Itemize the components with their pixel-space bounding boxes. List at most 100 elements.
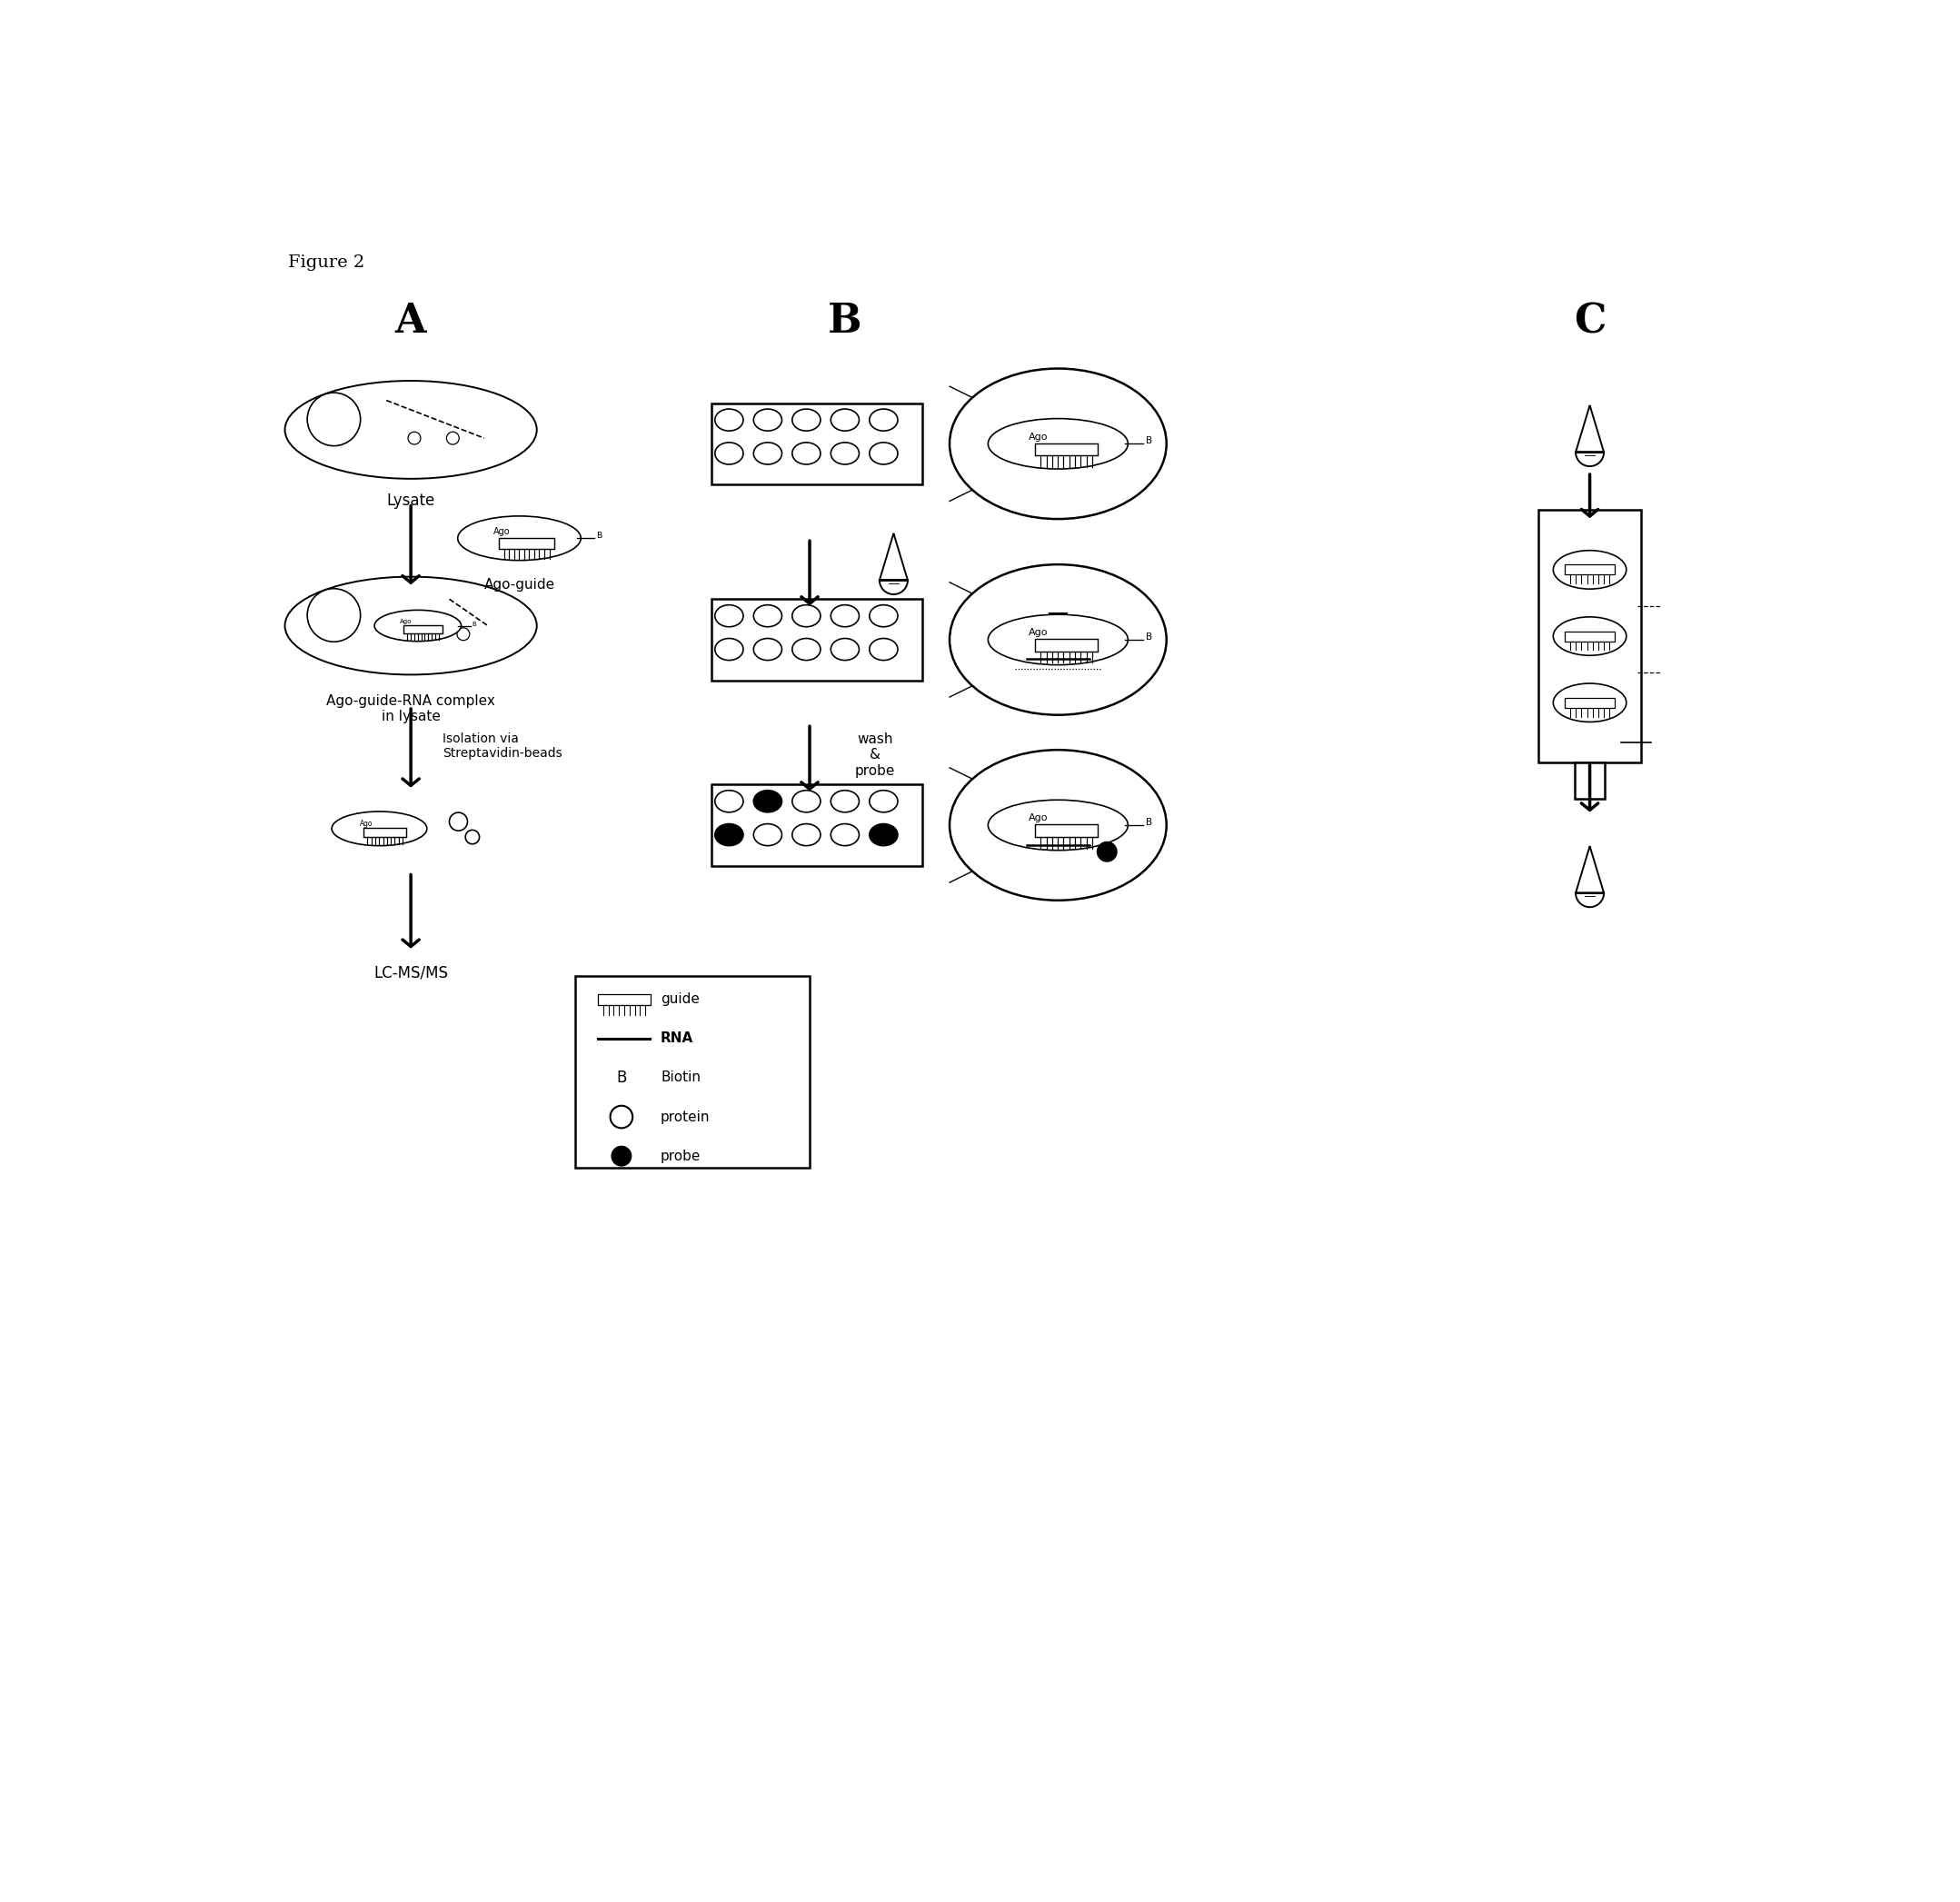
Ellipse shape	[870, 443, 898, 464]
Text: LC-MS/MS: LC-MS/MS	[374, 964, 449, 981]
Text: probe: probe	[661, 1149, 702, 1162]
Ellipse shape	[1552, 616, 1627, 656]
Ellipse shape	[792, 605, 821, 628]
Ellipse shape	[715, 409, 743, 432]
Ellipse shape	[753, 791, 782, 812]
Text: B: B	[615, 1069, 627, 1086]
Polygon shape	[1576, 846, 1603, 907]
Bar	[1564, 565, 1615, 574]
Bar	[365, 827, 406, 837]
Bar	[711, 403, 923, 485]
Text: B: B	[827, 302, 862, 340]
Ellipse shape	[753, 639, 782, 660]
Ellipse shape	[988, 801, 1129, 850]
Ellipse shape	[792, 443, 821, 464]
Bar	[711, 599, 923, 681]
Ellipse shape	[792, 824, 821, 846]
Text: C: C	[1574, 302, 1605, 340]
Ellipse shape	[949, 369, 1166, 519]
Ellipse shape	[284, 380, 537, 479]
Ellipse shape	[715, 791, 743, 812]
Ellipse shape	[715, 639, 743, 660]
Ellipse shape	[753, 409, 782, 432]
Bar	[1574, 763, 1605, 799]
Text: Ago: Ago	[359, 820, 372, 827]
Ellipse shape	[870, 791, 898, 812]
Text: RNA: RNA	[661, 1031, 694, 1046]
Text: Ago-guide-RNA complex
in lysate: Ago-guide-RNA complex in lysate	[327, 694, 496, 723]
Text: Ago: Ago	[1029, 628, 1049, 637]
Ellipse shape	[792, 409, 821, 432]
Ellipse shape	[831, 443, 858, 464]
Ellipse shape	[831, 409, 858, 432]
Bar	[574, 976, 809, 1168]
Text: Ago: Ago	[1029, 432, 1049, 441]
Ellipse shape	[374, 611, 461, 641]
Ellipse shape	[988, 614, 1129, 666]
Bar	[1035, 443, 1098, 456]
Circle shape	[610, 1105, 633, 1128]
Polygon shape	[880, 533, 907, 593]
Ellipse shape	[870, 409, 898, 432]
Circle shape	[449, 812, 468, 831]
Circle shape	[1098, 843, 1117, 862]
Ellipse shape	[284, 576, 537, 675]
Ellipse shape	[949, 565, 1166, 715]
Text: B: B	[596, 533, 602, 540]
Ellipse shape	[831, 791, 858, 812]
Bar	[711, 784, 923, 865]
Ellipse shape	[792, 791, 821, 812]
Ellipse shape	[753, 824, 782, 846]
Ellipse shape	[1552, 683, 1627, 723]
Ellipse shape	[870, 605, 898, 628]
Text: Ago-guide: Ago-guide	[484, 578, 555, 592]
Ellipse shape	[753, 605, 782, 628]
Ellipse shape	[870, 824, 898, 846]
Text: B: B	[472, 622, 476, 626]
Text: Lysate: Lysate	[386, 493, 435, 510]
Polygon shape	[1576, 405, 1603, 466]
Bar	[598, 993, 651, 1004]
Ellipse shape	[870, 639, 898, 660]
Ellipse shape	[1552, 550, 1627, 590]
Circle shape	[447, 432, 459, 445]
Ellipse shape	[715, 443, 743, 464]
Text: Isolation via
Streptavidin-beads: Isolation via Streptavidin-beads	[443, 732, 563, 759]
Ellipse shape	[949, 749, 1166, 900]
Bar	[1035, 639, 1098, 652]
Text: Ago: Ago	[400, 618, 412, 624]
Ellipse shape	[831, 824, 858, 846]
Circle shape	[457, 628, 470, 641]
Text: guide: guide	[661, 993, 700, 1006]
Ellipse shape	[988, 418, 1129, 470]
Text: Ago: Ago	[494, 527, 510, 536]
Text: Biotin: Biotin	[661, 1071, 700, 1084]
Bar	[1035, 824, 1098, 837]
Circle shape	[408, 432, 421, 445]
Ellipse shape	[753, 443, 782, 464]
Ellipse shape	[331, 812, 427, 846]
Bar	[404, 626, 443, 633]
Ellipse shape	[715, 824, 743, 846]
Text: Figure 2: Figure 2	[288, 255, 365, 272]
Bar	[1539, 510, 1641, 763]
Text: Ago: Ago	[1029, 814, 1049, 824]
Ellipse shape	[831, 639, 858, 660]
Circle shape	[308, 588, 361, 641]
Circle shape	[465, 829, 480, 844]
Circle shape	[612, 1147, 631, 1166]
Circle shape	[308, 392, 361, 445]
Text: protein: protein	[661, 1111, 710, 1124]
Text: B: B	[1145, 818, 1152, 827]
Text: wash
&
probe: wash & probe	[855, 732, 896, 778]
Ellipse shape	[792, 639, 821, 660]
Ellipse shape	[715, 605, 743, 628]
Bar	[500, 538, 555, 548]
Text: B: B	[1145, 631, 1152, 641]
Ellipse shape	[459, 515, 580, 561]
Bar	[1564, 698, 1615, 708]
Text: B: B	[1145, 436, 1152, 445]
Ellipse shape	[831, 605, 858, 628]
Text: A: A	[396, 302, 427, 340]
Bar	[1564, 631, 1615, 641]
